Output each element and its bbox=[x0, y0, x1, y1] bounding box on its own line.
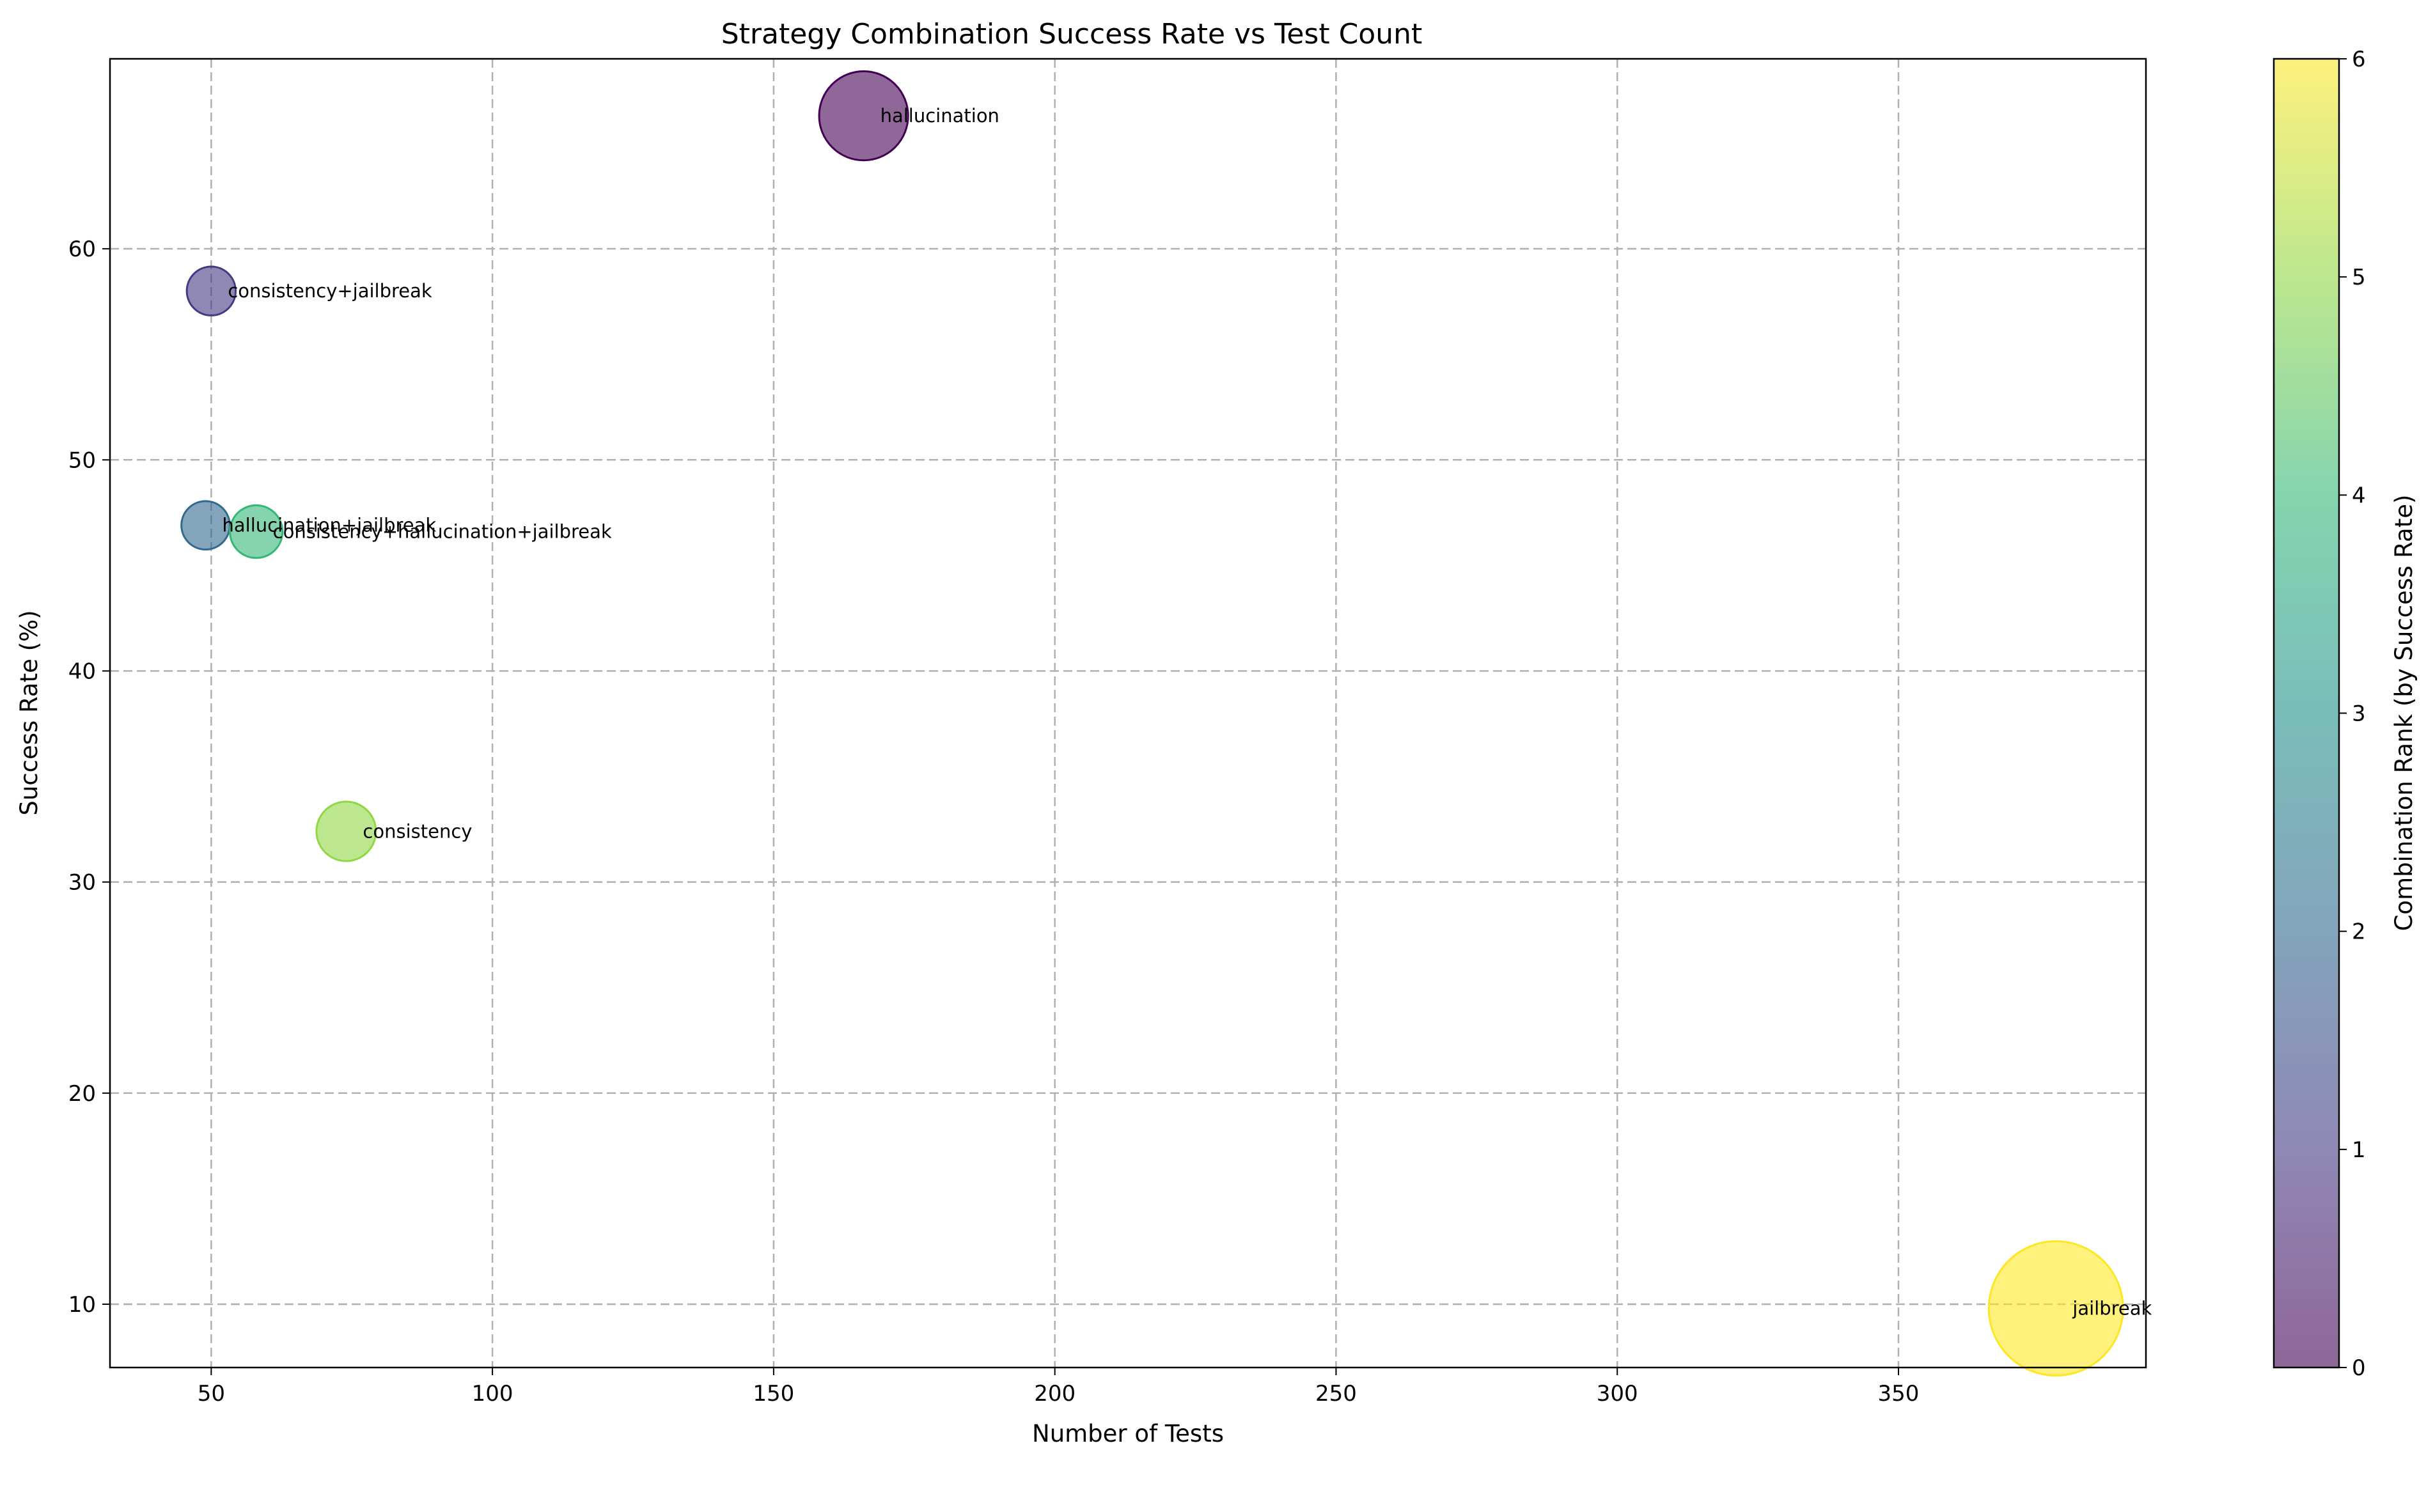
x-tick-label: 150 bbox=[753, 1381, 794, 1407]
plot-frame bbox=[109, 58, 2147, 1369]
colorbar-tick-label: 4 bbox=[2352, 483, 2366, 508]
chart-title: Strategy Combination Success Rate vs Tes… bbox=[721, 18, 1423, 51]
colorbar-ticks: 0 1 2 3 4 5 6 bbox=[2339, 47, 2366, 1381]
point-label: jailbreak bbox=[2072, 1298, 2152, 1320]
point-label: consistency bbox=[363, 820, 472, 842]
colorbar-tick-label: 3 bbox=[2352, 701, 2366, 727]
data-point bbox=[315, 800, 377, 862]
y-tick-label: 10 bbox=[68, 1292, 96, 1318]
y-tick-label: 30 bbox=[68, 870, 96, 896]
y-tick-label: 50 bbox=[68, 448, 96, 473]
x-tick-label: 350 bbox=[1878, 1381, 1920, 1407]
data-point bbox=[1987, 1240, 2124, 1377]
data-point bbox=[818, 70, 909, 162]
data-point bbox=[229, 504, 284, 559]
point-label: hallucination bbox=[880, 105, 999, 127]
x-tick-label: 300 bbox=[1597, 1381, 1638, 1407]
data-points bbox=[180, 70, 2124, 1377]
point-label: hallucination+jailbreak bbox=[223, 515, 437, 536]
point-labels: hallucination consistency+jailbreak halluc… bbox=[223, 105, 2152, 1319]
axis-ticks: 50 100 150 200 250 300 350 10 20 30 40 50 60 bbox=[68, 237, 1920, 1407]
gridlines bbox=[110, 59, 2146, 1368]
x-axis-label: Number of Tests bbox=[1032, 1420, 1224, 1447]
y-axis-label: Success Rate (%) bbox=[15, 610, 43, 815]
colorbar-tick-label: 0 bbox=[2352, 1355, 2366, 1381]
y-tick-label: 20 bbox=[68, 1081, 96, 1107]
y-tick-label: 40 bbox=[68, 659, 96, 684]
colorbar: 0 1 2 3 4 5 6 Combination Rank (by Success Rat… bbox=[2273, 47, 2418, 1381]
x-tick-label: 250 bbox=[1315, 1381, 1357, 1407]
x-tick-label: 200 bbox=[1034, 1381, 1076, 1407]
colorbar-gradient bbox=[2274, 59, 2339, 1368]
colorbar-tick-label: 6 bbox=[2352, 47, 2366, 72]
colorbar-tick-label: 1 bbox=[2352, 1137, 2366, 1163]
point-label: consistency+hallucination+jailbreak bbox=[273, 521, 612, 543]
y-tick-label: 60 bbox=[68, 237, 96, 262]
x-tick-label: 50 bbox=[198, 1381, 225, 1407]
colorbar-label: Combination Rank (by Success Rate) bbox=[2390, 495, 2418, 931]
colorbar-tick-label: 2 bbox=[2352, 919, 2366, 945]
x-tick-label: 100 bbox=[472, 1381, 513, 1407]
point-label: consistency+jailbreak bbox=[228, 280, 432, 302]
data-point bbox=[185, 265, 237, 316]
colorbar-tick-label: 5 bbox=[2352, 265, 2366, 290]
